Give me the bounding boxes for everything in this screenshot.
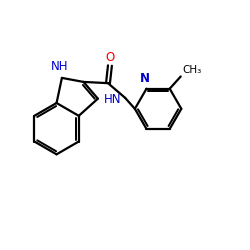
Text: HN: HN <box>104 92 122 106</box>
Text: O: O <box>106 50 115 64</box>
Text: N: N <box>140 72 150 85</box>
Text: NH: NH <box>51 60 68 74</box>
Text: CH₃: CH₃ <box>182 65 201 75</box>
